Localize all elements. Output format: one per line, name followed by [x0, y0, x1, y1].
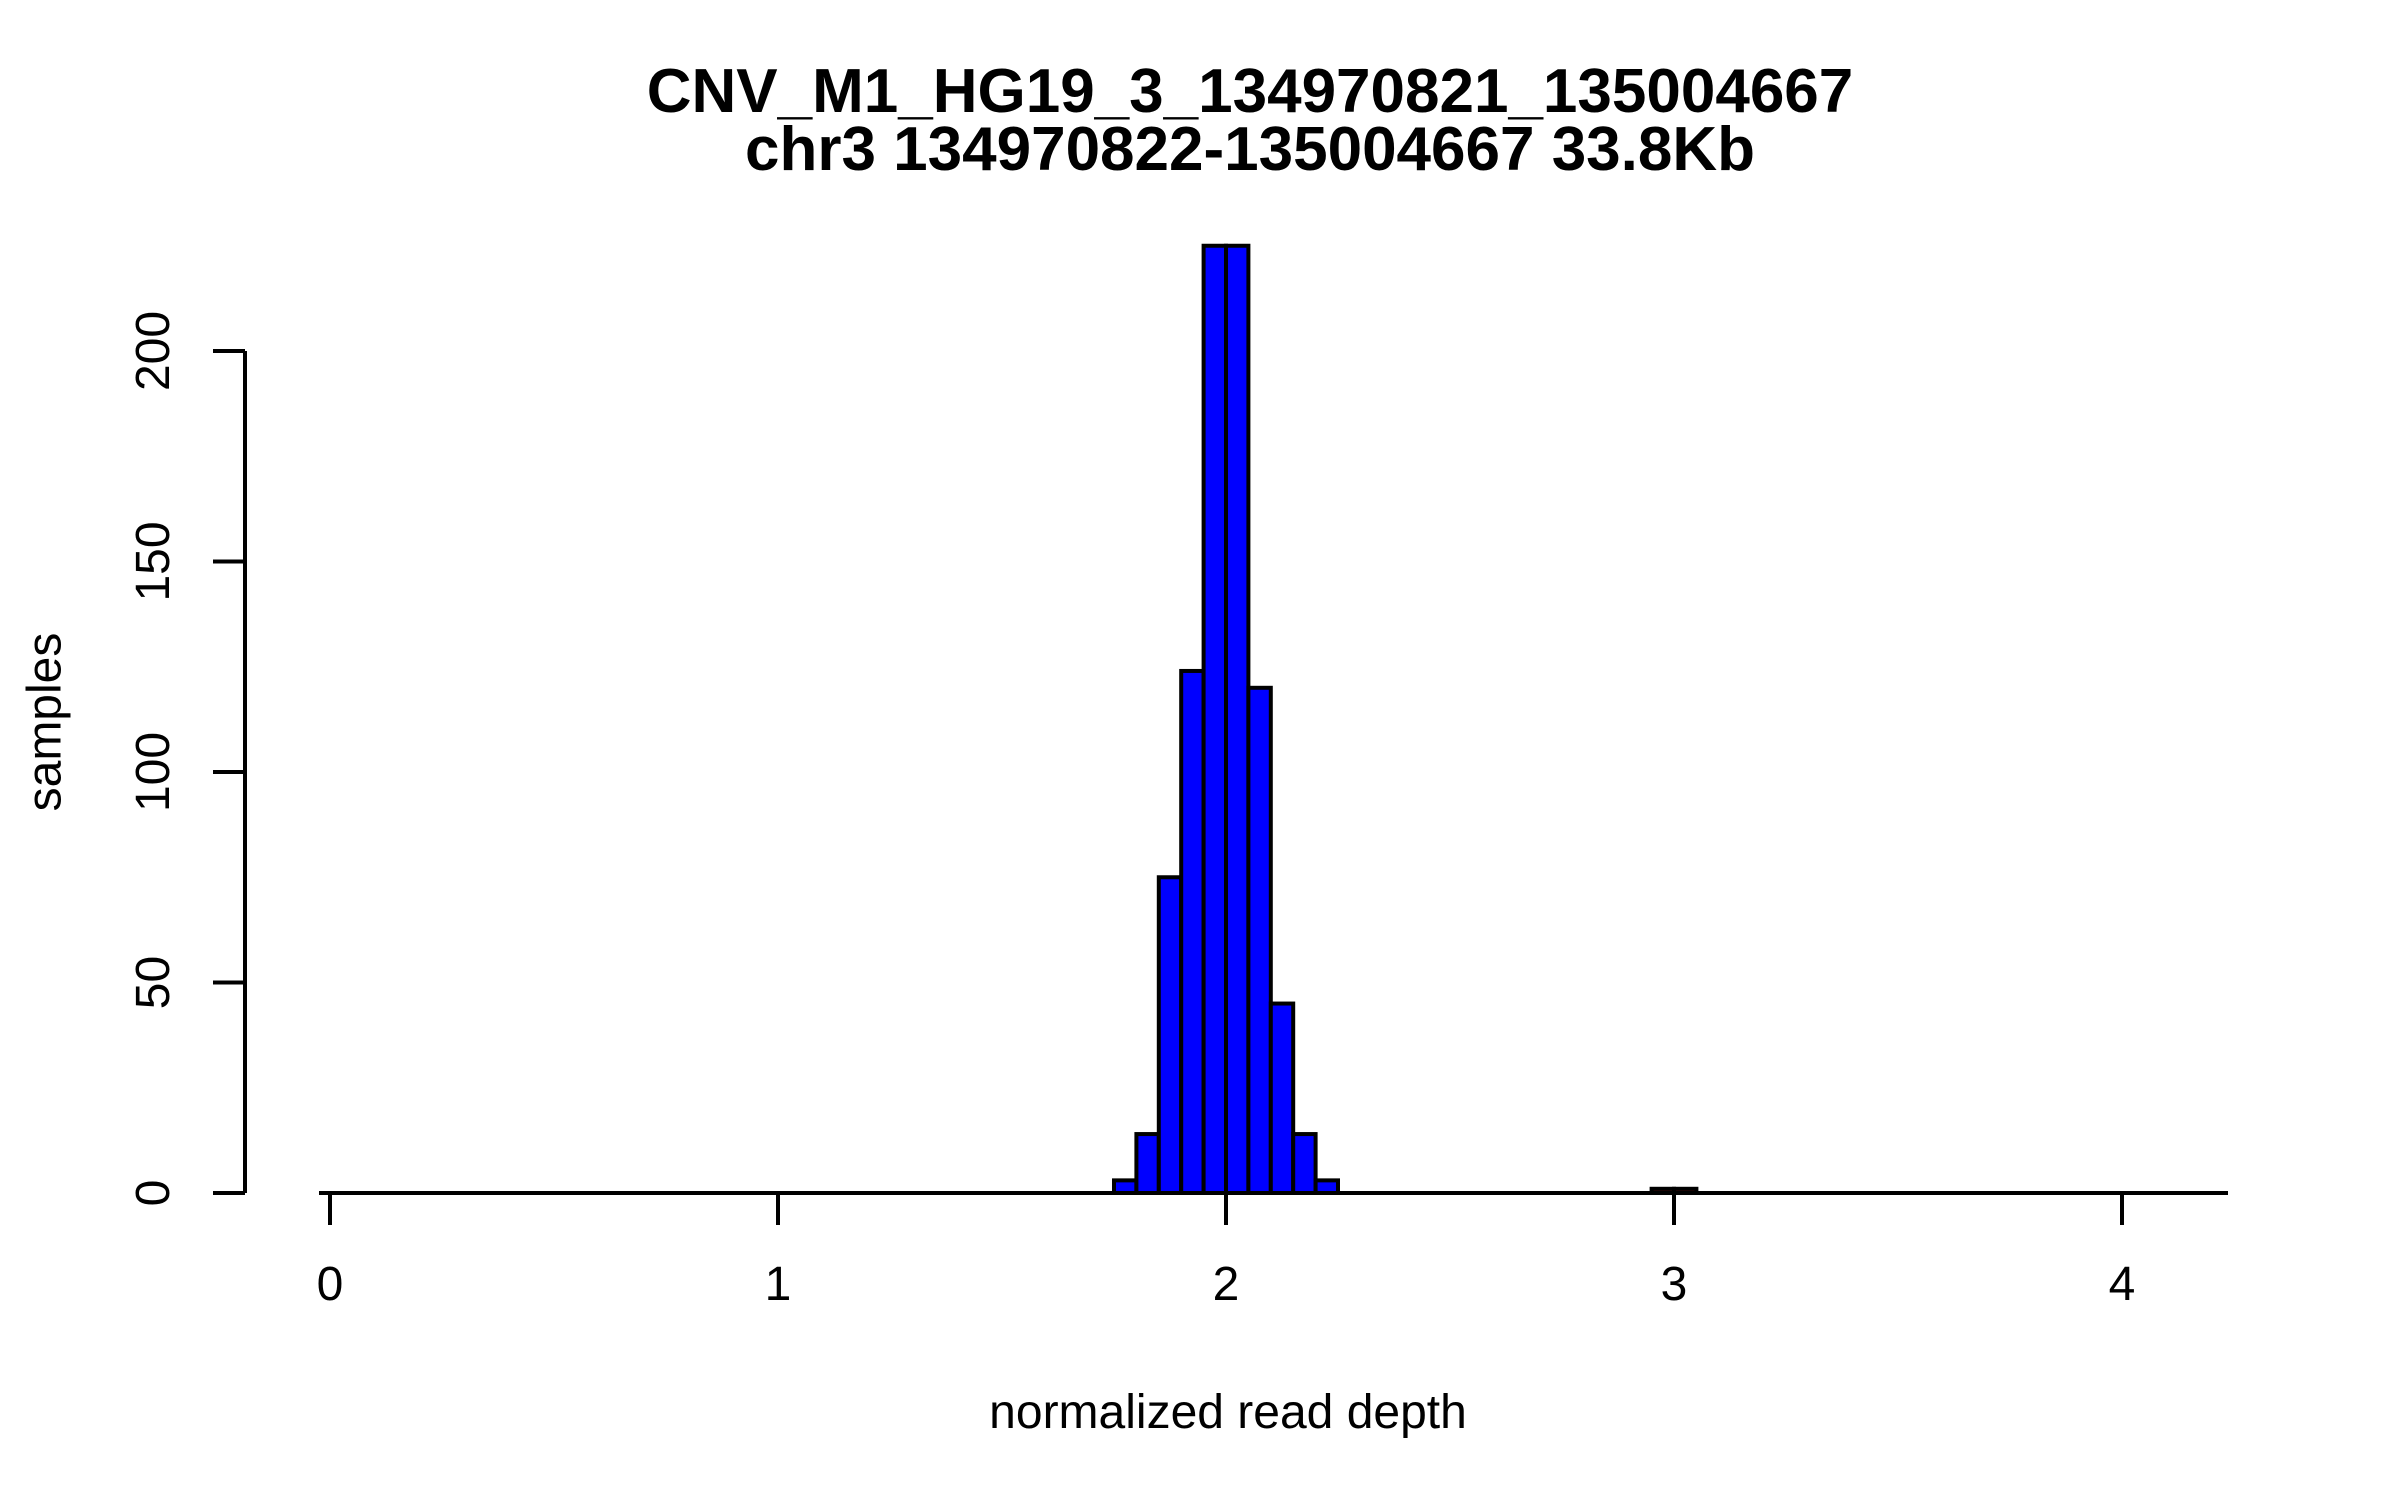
histogram-bar-cohort-samples — [1179, 668, 1206, 1195]
y-tick-label: 50 — [127, 956, 180, 1009]
y-tick-label: 150 — [127, 521, 180, 601]
histogram-bar-cohort-samples — [1291, 1132, 1318, 1196]
chart-title-line1: CNV_M1_HG19_3_134970821_135004667 — [646, 57, 1854, 126]
histogram-bar-cohort-samples — [1246, 685, 1273, 1195]
histogram-bar-cohort-samples — [1224, 243, 1251, 1195]
x-tick-label: 1 — [765, 1258, 792, 1311]
y-tick-label: 0 — [127, 1180, 180, 1207]
histogram-bar-cohort-samples — [1156, 875, 1184, 1195]
y-axis-label: samples — [18, 632, 72, 812]
chart-title: CNV_M1_HG19_3_134970821_135004667 chr3 1… — [646, 57, 1854, 184]
x-tick-label: 3 — [1661, 1258, 1688, 1311]
chart-title-line2: chr3 134970822-135004667 33.8Kb — [744, 115, 1756, 184]
x-tick-label: 4 — [2109, 1258, 2136, 1311]
histogram-bar-cohort-samples — [1268, 1001, 1296, 1195]
x-tick-label: 2 — [1213, 1258, 1240, 1311]
y-tick-label: 200 — [127, 311, 180, 391]
histogram-bar-cohort-samples — [1134, 1132, 1161, 1196]
x-tick-label: 0 — [317, 1258, 344, 1311]
histogram-bar-cohort-samples — [1201, 243, 1228, 1195]
y-tick-label: 100 — [127, 732, 180, 812]
x-axis-label: normalized read depth — [989, 1386, 1467, 1439]
